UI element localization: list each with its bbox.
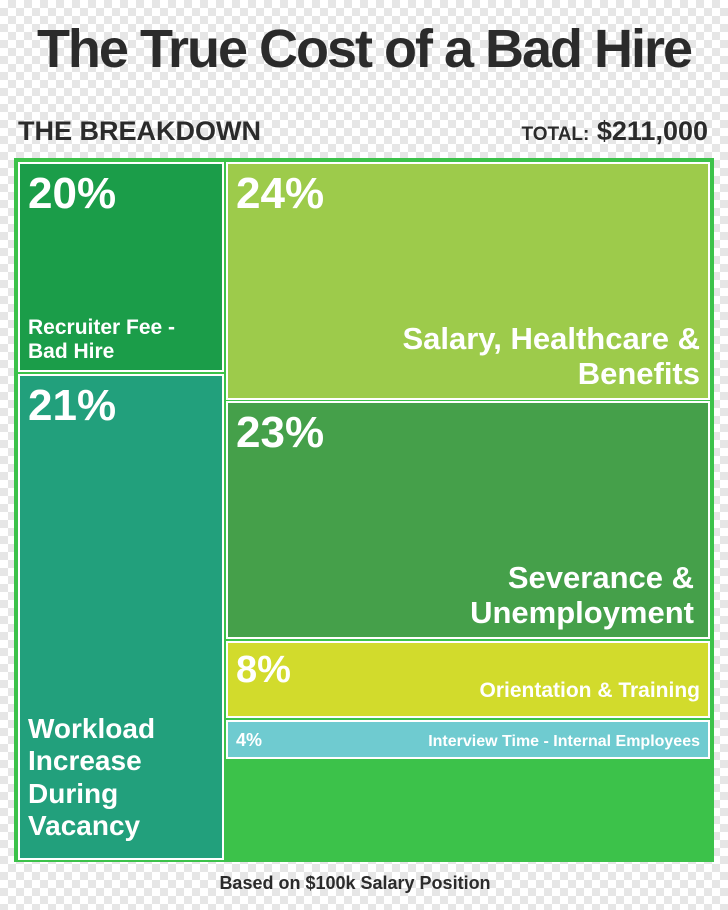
category-label: Severance & Unemployment (470, 559, 694, 631)
treemap-cell: 4% Interview Time - Internal Employees (226, 720, 710, 759)
treemap-cell: 24% Salary, Healthcare & Benefits (226, 162, 710, 400)
value-label: 4% (236, 730, 263, 750)
subtitle: THE BREAKDOWN (18, 116, 261, 146)
value-label: 8% (236, 649, 291, 691)
treemap-cell: 8% Orientation & Training (226, 641, 710, 718)
total-value: $211,000 (596, 116, 708, 146)
category-label: Workload Increase During Vacancy (28, 713, 156, 841)
value-label: 23% (236, 408, 325, 457)
value-label: 20% (28, 169, 117, 218)
treemap-cell: 20% Recruiter Fee - Bad Hire (18, 162, 224, 372)
category-label: Interview Time - Internal Employees (428, 733, 700, 750)
treemap-cell: 21% Workload Increase During Vacancy (18, 374, 224, 860)
footnote: Based on $100k Salary Position (219, 873, 491, 893)
category-label: Salary, Healthcare & Benefits (402, 320, 700, 392)
treemap-cell: 23% Severance & Unemployment (226, 401, 710, 639)
total: TOTAL: $211,000 (521, 116, 708, 147)
value-label: 24% (236, 169, 325, 218)
title: The True Cost of a Bad Hire (36, 19, 693, 79)
value-label: 21% (28, 381, 117, 430)
total-label: TOTAL: (521, 124, 590, 145)
category-label: Orientation & Training (479, 679, 700, 702)
category-label: Recruiter Fee - Bad Hire (28, 315, 176, 363)
